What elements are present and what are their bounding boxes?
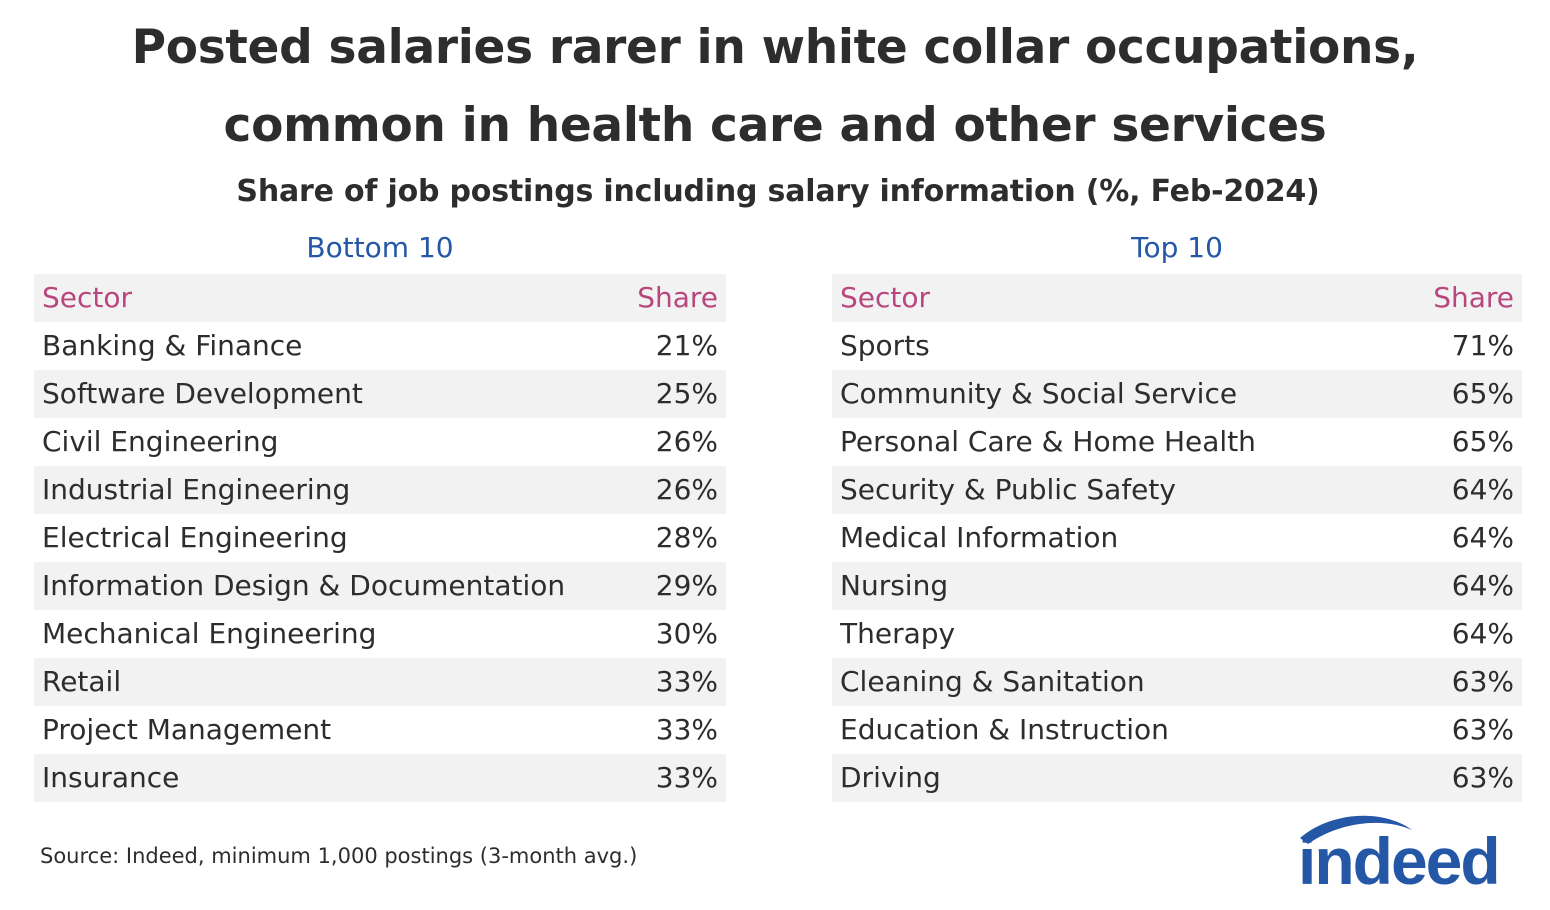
- top-10-table: Sector Share Sports 71% Community & Social…: [832, 274, 1522, 802]
- share-cell: 64%: [1451, 569, 1514, 602]
- bottom-10-heading: Bottom 10: [306, 231, 454, 264]
- sector-cell: Cleaning & Sanitation: [840, 665, 1145, 698]
- share-cell: 26%: [655, 473, 718, 506]
- share-column-header: Share: [1433, 281, 1514, 314]
- table-row: Mechanical Engineering 30%: [34, 610, 726, 658]
- sector-cell: Sports: [840, 329, 930, 362]
- sector-cell: Electrical Engineering: [42, 521, 348, 554]
- share-cell: 65%: [1451, 377, 1514, 410]
- sector-column-header: Sector: [840, 281, 931, 314]
- table-row: Driving 63%: [832, 754, 1522, 802]
- chart-title-line-2: common in health care and other services: [223, 98, 1327, 153]
- table-row: Therapy 64%: [832, 610, 1522, 658]
- sector-cell: Insurance: [42, 761, 180, 794]
- share-cell: 64%: [1451, 617, 1514, 650]
- share-cell: 64%: [1451, 473, 1514, 506]
- top-10-heading: Top 10: [1131, 231, 1223, 264]
- sector-cell: Industrial Engineering: [42, 473, 351, 506]
- chart-subtitle: Share of job postings including salary i…: [236, 174, 1320, 209]
- sector-cell: Retail: [42, 665, 122, 698]
- table-row: Civil Engineering 26%: [34, 418, 726, 466]
- share-cell: 63%: [1451, 665, 1514, 698]
- table-row: Sports 71%: [832, 322, 1522, 370]
- share-cell: 26%: [655, 425, 718, 458]
- share-cell: 29%: [655, 569, 718, 602]
- sector-cell: Medical Information: [840, 521, 1119, 554]
- table-row: Education & Instruction 63%: [832, 706, 1522, 754]
- table-row: Retail 33%: [34, 658, 726, 706]
- share-cell: 28%: [655, 521, 718, 554]
- bottom-10-table: Sector Share Banking & Finance 21% Softwar…: [34, 274, 726, 802]
- share-cell: 25%: [655, 377, 718, 410]
- sector-cell: Software Development: [42, 377, 363, 410]
- table-row: Security & Public Safety 64%: [832, 466, 1522, 514]
- sector-cell: Personal Care & Home Health: [840, 425, 1256, 458]
- share-cell: 21%: [655, 329, 718, 362]
- sector-cell: Information Design & Documentation: [42, 569, 566, 602]
- table-row: Medical Information 64%: [832, 514, 1522, 562]
- table-row: Insurance 33%: [34, 754, 726, 802]
- share-cell: 71%: [1451, 329, 1514, 362]
- table-row: Electrical Engineering 28%: [34, 514, 726, 562]
- table-row: Information Design & Documentation 29%: [34, 562, 726, 610]
- indeed-logo-wordmark: indeed: [1298, 824, 1499, 894]
- table-row: Cleaning & Sanitation 63%: [832, 658, 1522, 706]
- table-row: Banking & Finance 21%: [34, 322, 726, 370]
- sector-cell: Security & Public Safety: [840, 473, 1176, 506]
- table-header-row: Sector Share: [832, 274, 1522, 322]
- sector-cell: Banking & Finance: [42, 329, 303, 362]
- sector-cell: Mechanical Engineering: [42, 617, 377, 650]
- sector-cell: Project Management: [42, 713, 332, 746]
- indeed-logo: indeed: [1298, 815, 1501, 894]
- source-note: Source: Indeed, minimum 1,000 postings (…: [40, 844, 638, 868]
- table-row: Community & Social Service 65%: [832, 370, 1522, 418]
- sector-cell: Civil Engineering: [42, 425, 279, 458]
- sector-cell: Driving: [840, 761, 941, 794]
- share-cell: 63%: [1451, 713, 1514, 746]
- table-header-row: Sector Share: [34, 274, 726, 322]
- share-cell: 33%: [655, 713, 718, 746]
- share-cell: 33%: [655, 665, 718, 698]
- chart-title-line-1: Posted salaries rarer in white collar oc…: [131, 20, 1419, 75]
- sector-cell: Community & Social Service: [840, 377, 1238, 410]
- share-cell: 65%: [1451, 425, 1514, 458]
- share-column-header: Share: [637, 281, 718, 314]
- sector-column-header: Sector: [42, 281, 133, 314]
- table-row: Software Development 25%: [34, 370, 726, 418]
- table-row: Project Management 33%: [34, 706, 726, 754]
- sector-cell: Education & Instruction: [840, 713, 1169, 746]
- share-cell: 63%: [1451, 761, 1514, 794]
- sector-cell: Nursing: [840, 569, 949, 602]
- table-row: Personal Care & Home Health 65%: [832, 418, 1522, 466]
- sector-cell: Therapy: [840, 617, 956, 650]
- table-row: Industrial Engineering 26%: [34, 466, 726, 514]
- share-cell: 30%: [655, 617, 718, 650]
- indeed-logo-swoosh: [1300, 815, 1412, 844]
- share-cell: 33%: [655, 761, 718, 794]
- table-row: Nursing 64%: [832, 562, 1522, 610]
- share-cell: 64%: [1451, 521, 1514, 554]
